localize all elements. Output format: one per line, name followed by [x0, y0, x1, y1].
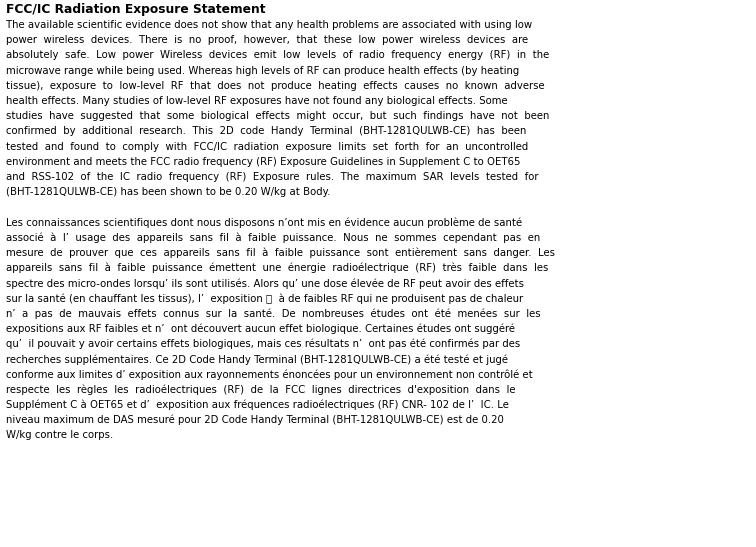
- Text: respecte  les  règles  les  radioélectriques  (RF)  de  la  FCC  lignes  directr: respecte les règles les radioélectriques…: [6, 385, 516, 395]
- Text: recherches supplémentaires. Ce 2D Code Handy Terminal (BHT-1281QULWB-CE) a été t: recherches supplémentaires. Ce 2D Code H…: [6, 354, 508, 365]
- Text: qu’  il pouvait y avoir certains effets biologiques, mais ces résultats n’  ont : qu’ il pouvait y avoir certains effets b…: [6, 339, 520, 350]
- Text: W/kg contre le corps.: W/kg contre le corps.: [6, 430, 113, 440]
- Text: health effects. Many studies of low-level RF exposures have not found any biolog: health effects. Many studies of low-leve…: [6, 96, 507, 106]
- Text: FCC/IC Radiation Exposure Statement: FCC/IC Radiation Exposure Statement: [6, 3, 265, 16]
- Text: Les connaissances scientifiques dont nous disposons n’ont mis en évidence aucun : Les connaissances scientifiques dont nou…: [6, 217, 522, 228]
- Text: expositions aux RF faibles et n’  ont découvert aucun effet biologique. Certaine: expositions aux RF faibles et n’ ont déc…: [6, 324, 515, 334]
- Text: tissue),  exposure  to  low-level  RF  that  does  not  produce  heating  effect: tissue), exposure to low-level RF that d…: [6, 81, 544, 91]
- Text: conforme aux limites d’ exposition aux rayonnements énoncées pour un environneme: conforme aux limites d’ exposition aux r…: [6, 369, 533, 380]
- Text: mesure  de  prouver  que  ces  appareils  sans  fil  à  faible  puissance  sont : mesure de prouver que ces appareils sans…: [6, 248, 555, 258]
- Text: microwave range while being used. Whereas high levels of RF can produce health e: microwave range while being used. Wherea…: [6, 66, 519, 75]
- Text: The available scientific evidence does not show that any health problems are ass: The available scientific evidence does n…: [6, 20, 532, 30]
- Text: appareils  sans  fil  à  faible  puissance  émettent  une  énergie  radioélectri: appareils sans fil à faible puissance ém…: [6, 263, 548, 274]
- Text: spectre des micro-ondes lorsqu’ ils sont utilisés. Alors qu’ une dose élevée de : spectre des micro-ondes lorsqu’ ils sont…: [6, 278, 524, 289]
- Text: n’  a  pas  de  mauvais  effets  connus  sur  la  santé.  De  nombreuses  études: n’ a pas de mauvais effets connus sur la…: [6, 309, 541, 319]
- Text: confirmed  by  additional  research.  This  2D  code  Handy  Terminal  (BHT-1281: confirmed by additional research. This 2…: [6, 126, 526, 136]
- Text: absolutely  safe.  Low  power  Wireless  devices  emit  low  levels  of  radio  : absolutely safe. Low power Wireless devi…: [6, 50, 550, 60]
- Text: associé  à  l’  usage  des  appareils  sans  fil  à  faible  puissance.  Nous  n: associé à l’ usage des appareils sans fi…: [6, 232, 541, 243]
- Text: (BHT-1281QULWB-CE) has been shown to be 0.20 W/kg at Body.: (BHT-1281QULWB-CE) has been shown to be …: [6, 187, 330, 197]
- Text: and  RSS-102  of  the  IC  radio  frequency  (RF)  Exposure  rules.  The  maximu: and RSS-102 of the IC radio frequency (R…: [6, 172, 538, 182]
- Text: niveau maximum de DAS mesuré pour 2D Code Handy Terminal (BHT-1281QULWB-CE) est : niveau maximum de DAS mesuré pour 2D Cod…: [6, 415, 504, 426]
- Text: Supplément C à OET65 et d’  exposition aux fréquences radioélectriques (RF) CNR-: Supplément C à OET65 et d’ exposition au…: [6, 400, 509, 410]
- Text: studies  have  suggested  that  some  biological  effects  might  occur,  but  s: studies have suggested that some biologi…: [6, 111, 550, 121]
- Text: environment and meets the FCC radio frequency (RF) Exposure Guidelines in Supple: environment and meets the FCC radio freq…: [6, 157, 520, 167]
- Text: sur la santé (en chauffant les tissus), l’  exposition あ  à de faibles RF qui ne: sur la santé (en chauffant les tissus), …: [6, 293, 523, 304]
- Text: power  wireless  devices.  There  is  no  proof,  however,  that  these  low  po: power wireless devices. There is no proo…: [6, 35, 528, 45]
- Text: tested  and  found  to  comply  with  FCC/IC  radiation  exposure  limits  set  : tested and found to comply with FCC/IC r…: [6, 142, 528, 152]
